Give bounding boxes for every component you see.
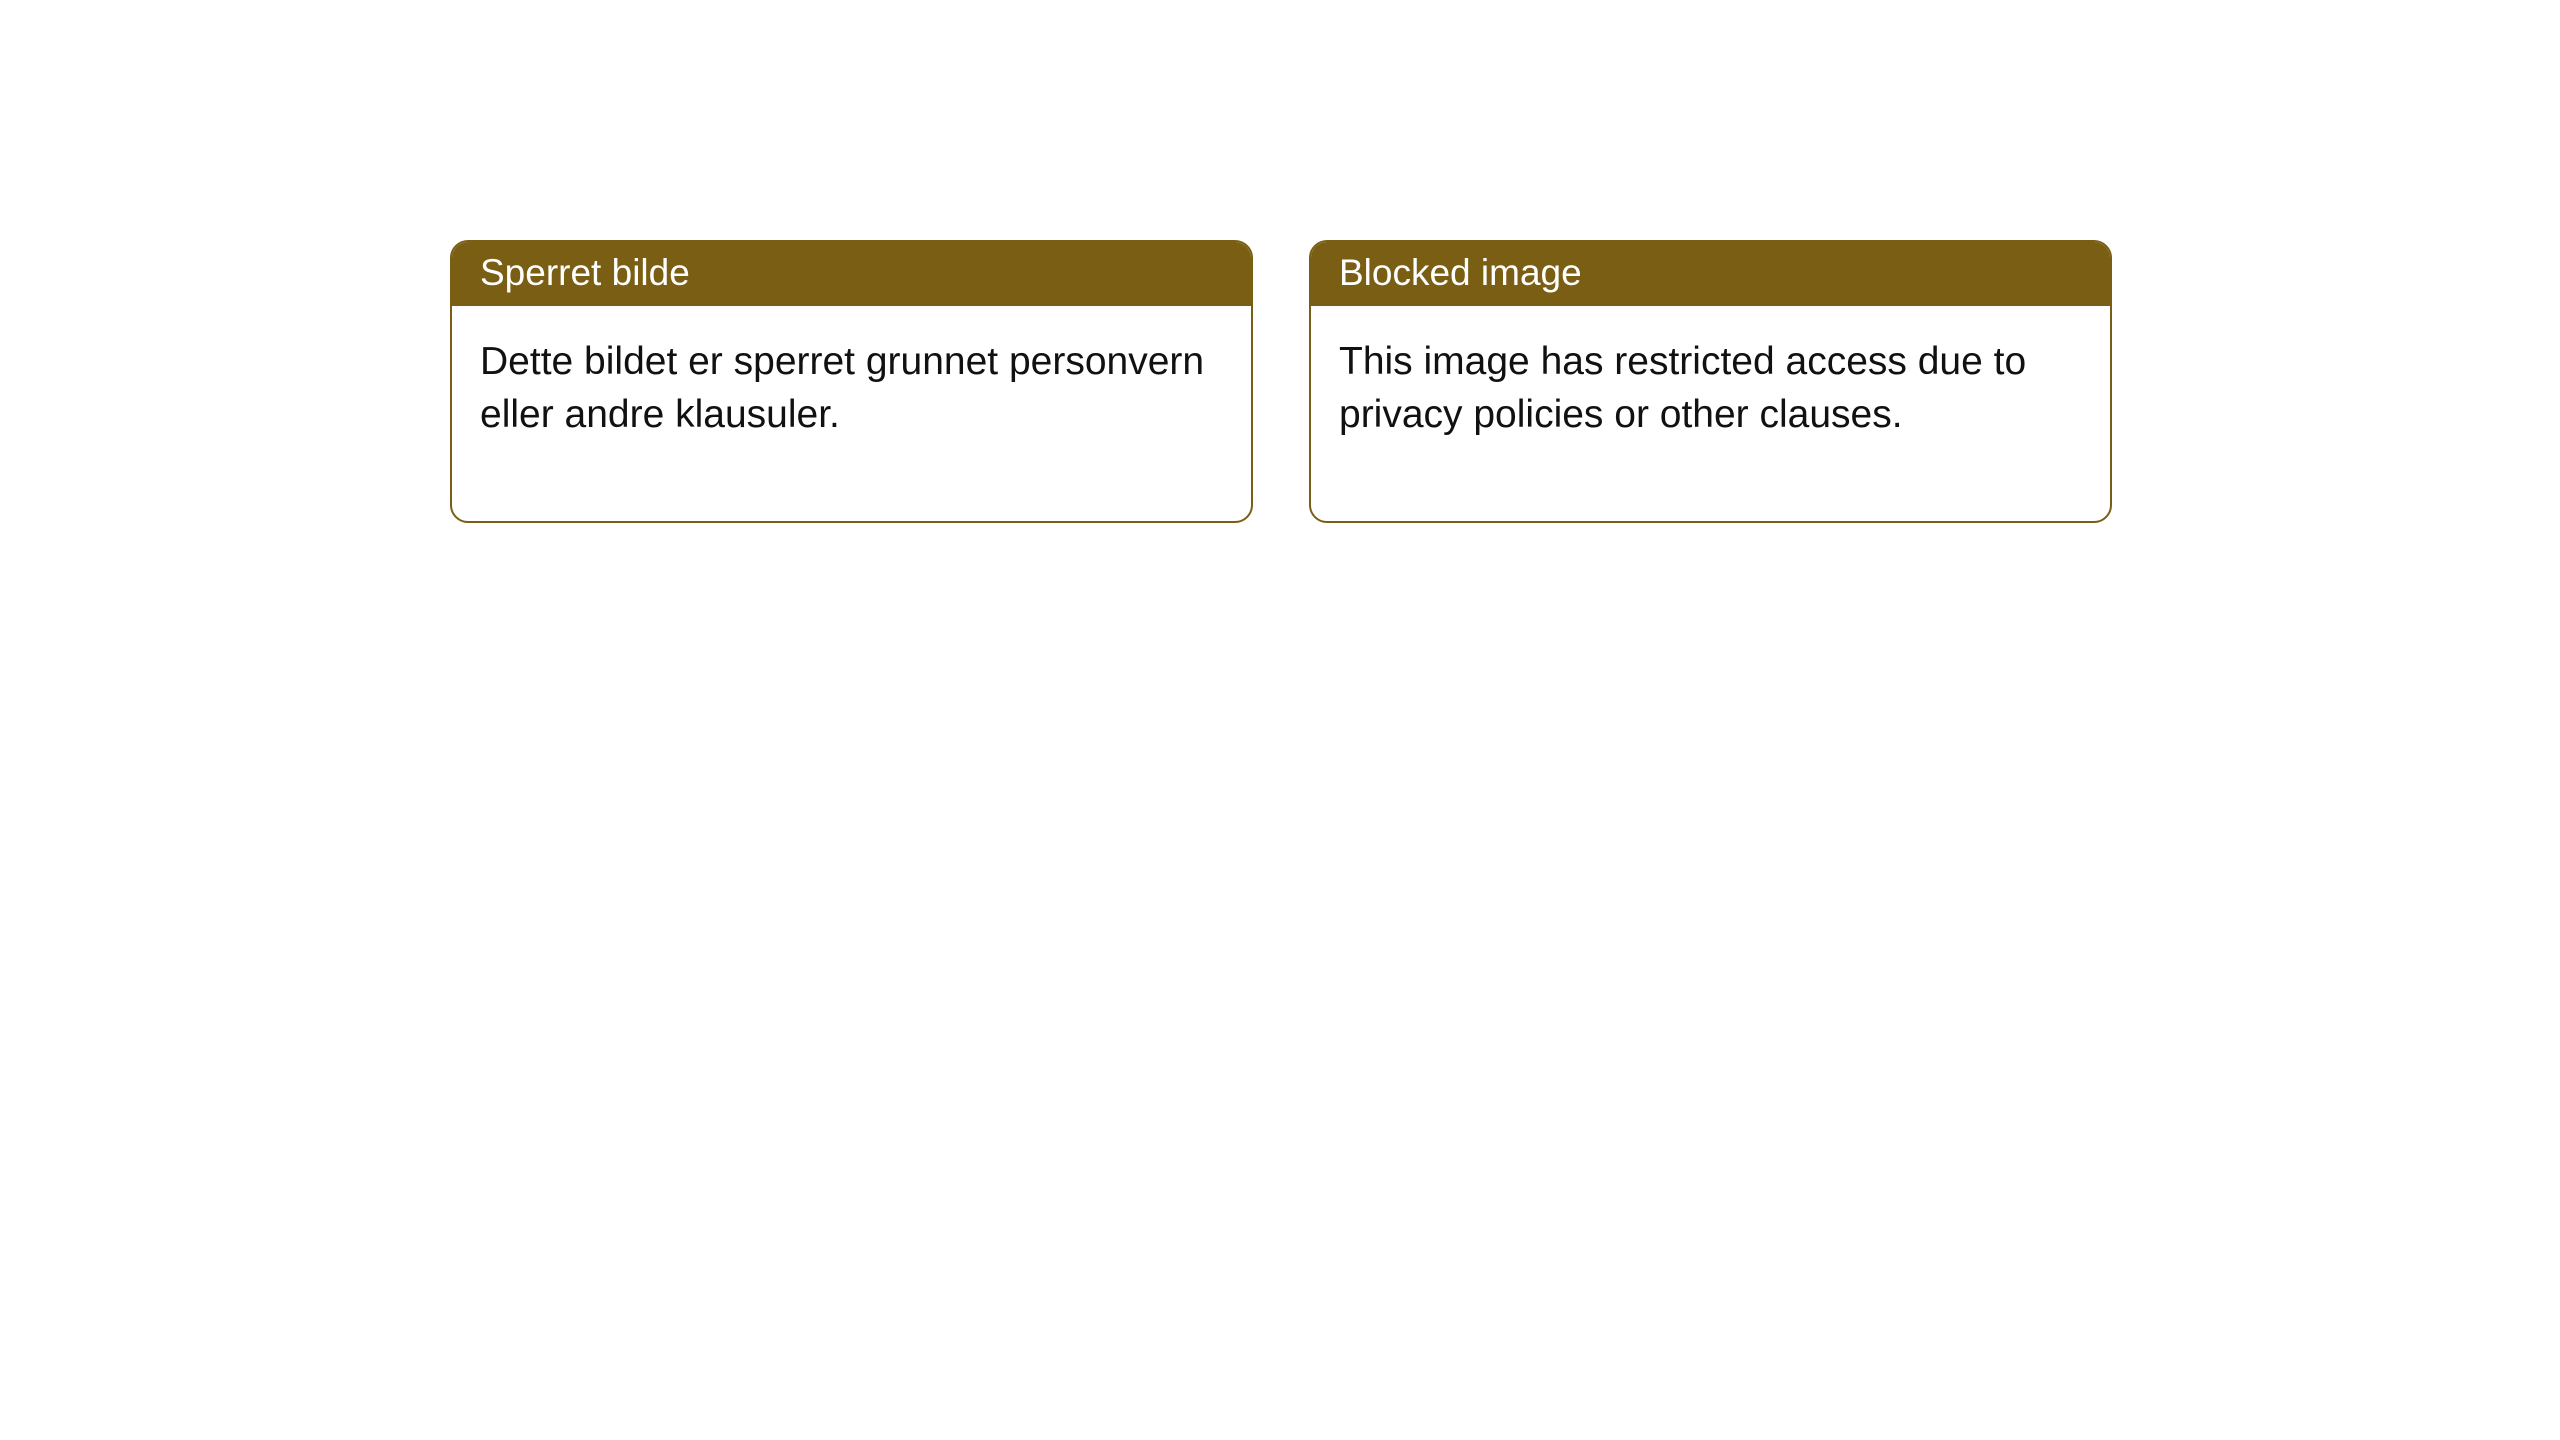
notice-card-no: Sperret bilde Dette bildet er sperret gr… (450, 240, 1253, 523)
notice-container: Sperret bilde Dette bildet er sperret gr… (450, 240, 2112, 523)
notice-body: Dette bildet er sperret grunnet personve… (452, 306, 1251, 521)
notice-title: Sperret bilde (480, 252, 690, 293)
notice-title: Blocked image (1339, 252, 1582, 293)
notice-text: This image has restricted access due to … (1339, 340, 2026, 436)
notice-body: This image has restricted access due to … (1311, 306, 2110, 521)
notice-text: Dette bildet er sperret grunnet personve… (480, 340, 1204, 436)
notice-header: Blocked image (1311, 242, 2110, 306)
notice-header: Sperret bilde (452, 242, 1251, 306)
notice-card-en: Blocked image This image has restricted … (1309, 240, 2112, 523)
